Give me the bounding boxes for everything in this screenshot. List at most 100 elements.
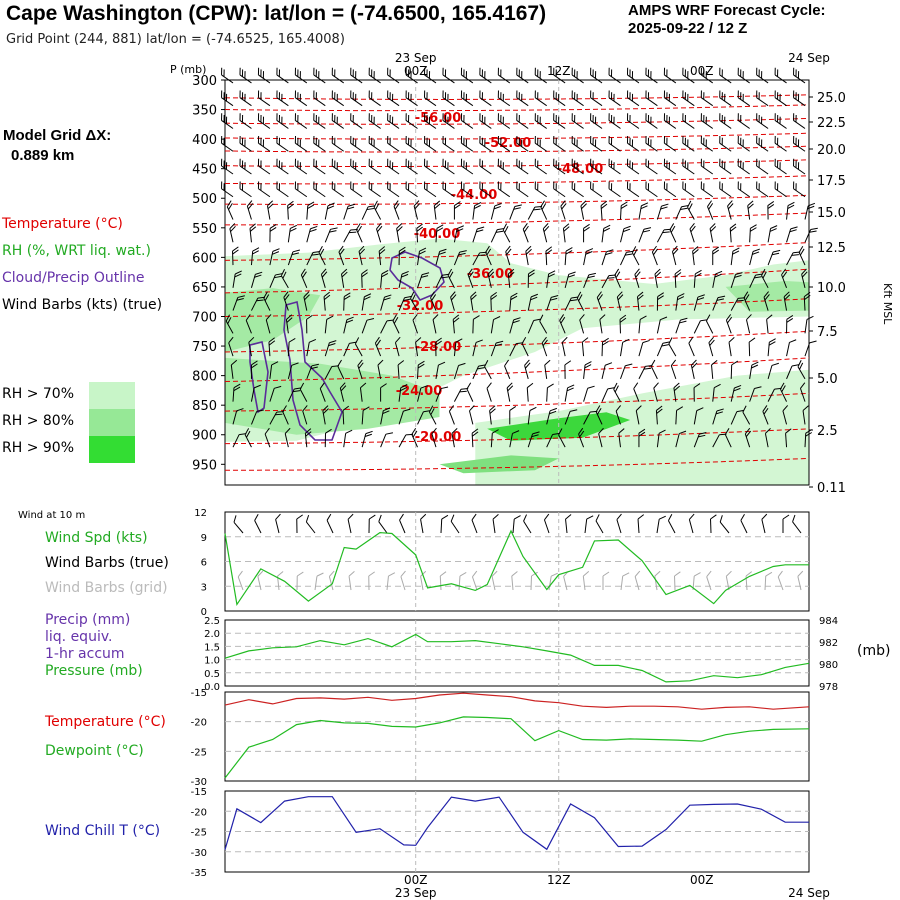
barb-flag: [650, 116, 652, 124]
barb-flag: [521, 162, 523, 170]
barb-flag: [710, 514, 717, 520]
barb-flag: [740, 160, 742, 168]
wind-barb: [294, 113, 308, 129]
barb-shaft: [490, 229, 498, 243]
barb-flag: [510, 292, 518, 298]
barb-flag: [296, 571, 304, 577]
barb-flag: [448, 271, 454, 279]
wind-barb: [682, 181, 695, 198]
barb-flag: [318, 116, 320, 124]
wind-barb: [230, 359, 238, 379]
barb-flag: [399, 246, 406, 252]
barb-shaft: [785, 433, 788, 448]
wind-barb: [361, 406, 370, 425]
wind-barb: [284, 427, 291, 448]
wind-barb: [490, 316, 501, 334]
barb-shaft: [232, 273, 236, 288]
barb-flag: [426, 69, 428, 77]
barb-flag: [552, 432, 560, 435]
barb-flag: [571, 113, 573, 121]
wind-barb: [663, 158, 677, 175]
barb-shaft: [651, 251, 658, 266]
barb-flag: [567, 384, 575, 389]
barb-shaft: [797, 576, 802, 591]
barb-shaft: [442, 165, 455, 175]
barb-shaft: [295, 74, 308, 84]
wind-barb: [380, 383, 387, 402]
barb-flag: [513, 515, 521, 520]
barb-flag: [377, 225, 383, 233]
wind-barb: [767, 225, 778, 243]
barb-flag: [629, 137, 631, 145]
wind-barb: [688, 336, 695, 357]
barb-flag: [234, 273, 242, 278]
barb-flag: [758, 137, 760, 145]
barb-flag: [264, 427, 270, 435]
wind-barb: [571, 158, 584, 175]
barb-flag: [447, 268, 453, 276]
barb-flag: [600, 203, 608, 209]
wind-barb: [287, 338, 296, 357]
barb-shaft: [712, 387, 715, 402]
wind-barb: [306, 225, 318, 243]
barb-flag: [479, 135, 481, 144]
barb-flag: [492, 513, 499, 520]
barb-flag: [563, 223, 570, 229]
barb-shaft: [638, 229, 645, 243]
wind-barb: [269, 248, 280, 266]
barb-shaft: [387, 165, 400, 175]
barb-flag: [740, 92, 742, 100]
barb-shaft: [804, 342, 811, 357]
barb-shaft: [571, 142, 584, 152]
barb-shaft: [450, 296, 455, 311]
barb-shaft: [693, 296, 699, 311]
barb-shaft: [461, 97, 474, 107]
barb-shaft: [719, 142, 732, 152]
wind-barb: [553, 158, 566, 175]
barb-flag: [610, 92, 613, 100]
wind-barb: [387, 90, 400, 107]
wind-barb: [423, 181, 437, 198]
barb-flag: [245, 314, 251, 321]
wind-barb: [232, 408, 244, 425]
barb-flag: [221, 90, 223, 98]
wind-barb: [417, 410, 431, 425]
wind-barb: [368, 67, 381, 84]
barb-shaft: [354, 343, 363, 357]
barb-flag: [322, 405, 329, 411]
barb-shaft: [708, 342, 714, 357]
barb-shaft: [656, 229, 665, 243]
barb-flag: [622, 228, 631, 233]
wind-barb: [357, 359, 364, 380]
barb-shaft: [664, 120, 677, 129]
barb-flag: [715, 270, 723, 275]
barb-flag: [465, 162, 467, 170]
barb-flag: [236, 408, 244, 412]
wind-barb: [749, 224, 757, 243]
barb-flag: [533, 208, 541, 211]
wind-barb: [350, 90, 363, 107]
barb-flag: [350, 113, 352, 121]
barb-shaft: [761, 275, 769, 289]
barb-shaft: [428, 411, 437, 425]
wind-barb: [486, 382, 492, 402]
barb-flag: [262, 71, 265, 79]
barb-shaft: [614, 274, 621, 289]
barb-flag: [561, 336, 568, 343]
barb-flag: [459, 250, 467, 253]
barb-shaft: [527, 320, 535, 334]
wind-barb: [246, 200, 254, 220]
barb-flag: [272, 251, 280, 255]
wind-barb: [719, 113, 732, 129]
barb-shaft: [258, 188, 271, 198]
barb-flag: [315, 160, 317, 168]
barb-shaft: [331, 165, 344, 175]
barb-flag: [257, 90, 260, 98]
barb-flag: [447, 93, 449, 102]
barb-flag: [524, 359, 530, 366]
barb-shaft: [645, 74, 658, 84]
wind-barb: [472, 364, 486, 380]
barb-flag: [319, 248, 325, 256]
wind-barb: [232, 246, 239, 266]
barb-shaft: [559, 320, 566, 334]
